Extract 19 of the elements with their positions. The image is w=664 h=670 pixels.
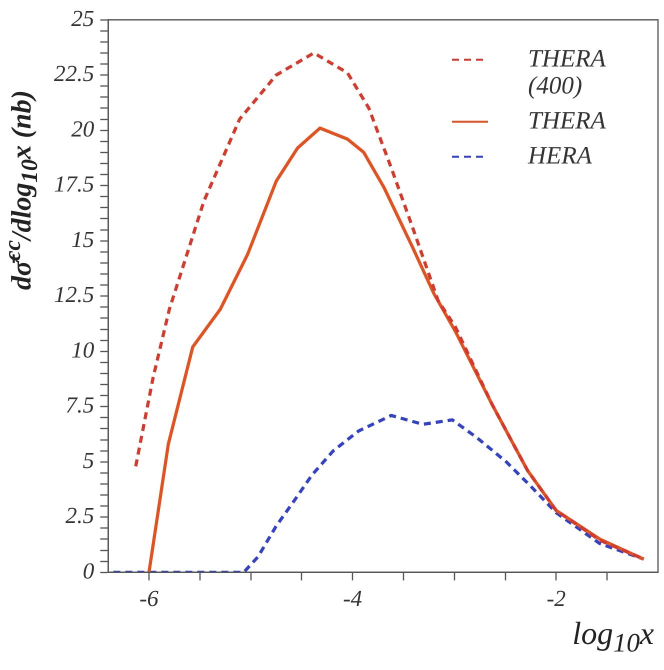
y-tick-label: 20: [71, 116, 95, 142]
legend-label: THERA: [528, 107, 606, 134]
y-tick-label: 17.5: [54, 172, 94, 197]
y-tick-label: 0: [82, 558, 95, 584]
x-tick-label: -4: [342, 586, 362, 612]
x-axis-title: log$_{10}$x: [572, 615, 654, 658]
y-tick-label: 5: [82, 448, 94, 473]
y-tick-label: 22.5: [54, 61, 94, 86]
y-tick-label: 15: [71, 226, 94, 252]
x-tick-label: -6: [139, 586, 160, 612]
x-tick-label: -2: [546, 586, 566, 612]
legend-label: THERA (400): [528, 45, 606, 100]
y-tick-label: 10: [71, 337, 95, 362]
y-tick-label: 12.5: [54, 282, 94, 308]
y-tick-label: 7.5: [66, 392, 94, 418]
line-series: [112, 414, 646, 572]
legend-label: HERA: [527, 142, 593, 170]
y-tick-label: 25: [71, 6, 94, 31]
y-tick-label: 2.5: [66, 503, 94, 528]
